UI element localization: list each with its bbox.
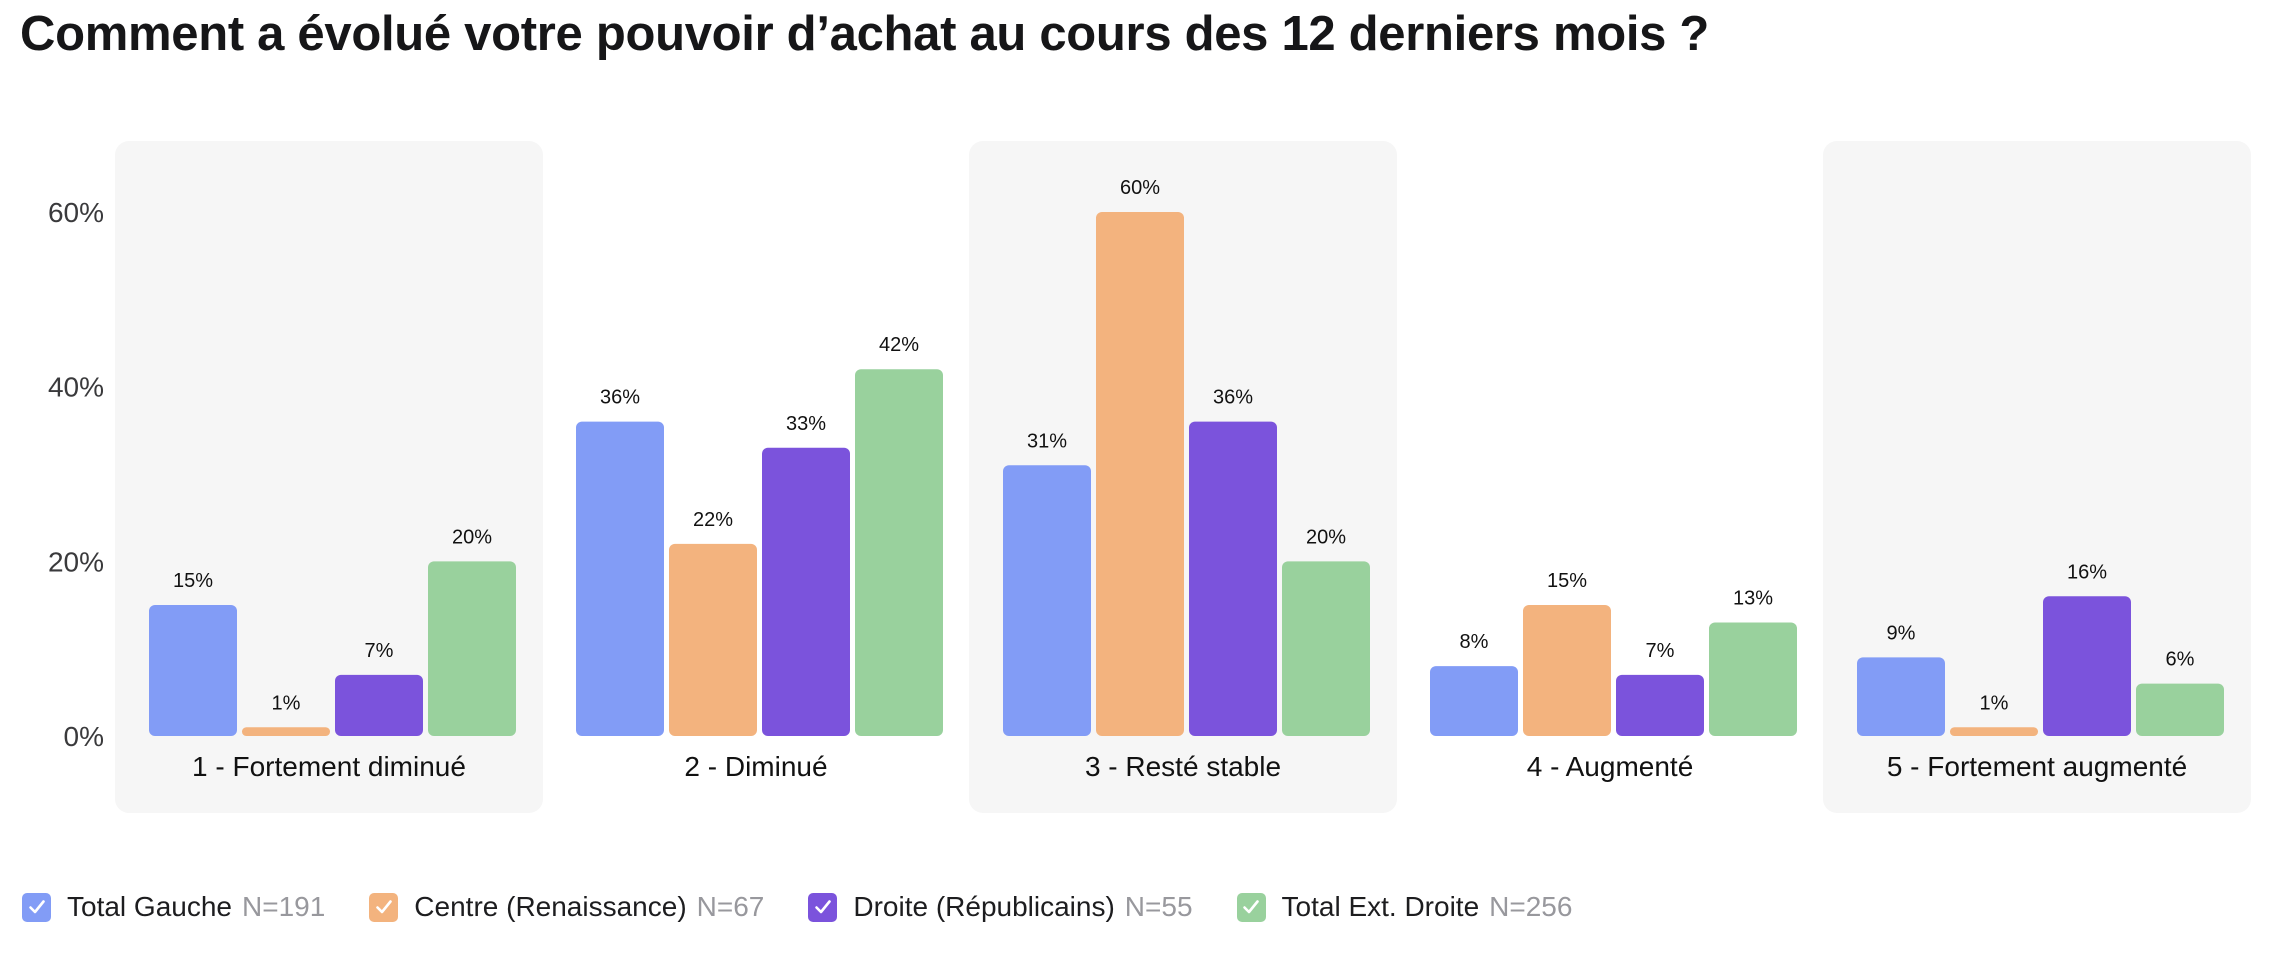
legend-checkbox[interactable] [22, 892, 51, 922]
bar-value-label: 15% [173, 570, 213, 592]
bar[interactable] [576, 421, 664, 736]
bar-value-label: 8% [1460, 631, 1489, 653]
bar-value-label: 16% [2067, 561, 2107, 583]
bar-value-label: 1% [272, 692, 301, 714]
bar-value-label: 9% [1887, 622, 1916, 644]
bar[interactable] [669, 543, 757, 736]
checkmark-icon [375, 900, 392, 914]
category-label: 5 - Fortement augmenté [1887, 751, 2187, 782]
bar-value-label: 33% [786, 413, 826, 435]
category-label: 4 - Augmenté [1527, 751, 1694, 782]
legend-checkbox[interactable] [808, 892, 838, 922]
bar-value-label: 1% [1980, 692, 2009, 714]
bar[interactable] [242, 727, 330, 736]
legend-series-name: Total Gauche [67, 891, 232, 922]
y-tick-label: 0% [64, 721, 104, 752]
bar[interactable] [1709, 622, 1797, 736]
bar-value-label: 13% [1733, 587, 1773, 609]
bar[interactable] [1096, 212, 1184, 736]
legend-item[interactable]: Centre (Renaissance) N=67 [369, 891, 764, 923]
checkmark-icon [28, 900, 45, 914]
bar-value-label: 42% [879, 334, 919, 356]
bar[interactable] [1616, 674, 1704, 736]
bar[interactable] [1523, 605, 1611, 736]
checkmark-icon [1243, 900, 1259, 914]
bar[interactable] [855, 369, 943, 736]
legend-checkbox[interactable] [1236, 892, 1266, 922]
category-label: 2 - Diminué [684, 751, 827, 782]
category-label: 3 - Resté stable [1085, 751, 1281, 782]
legend-sample-size: N=67 [696, 891, 765, 922]
bar-value-label: 7% [1646, 640, 1675, 662]
bar[interactable] [149, 605, 237, 736]
legend-series-name: Centre (Renaissance) [414, 891, 687, 922]
category-label: 1 - Fortement diminué [192, 751, 466, 782]
bar-value-label: 20% [452, 526, 492, 548]
legend-series-name: Total Ext. Droite [1281, 891, 1480, 922]
bar[interactable] [1950, 727, 2038, 736]
bar-value-label: 31% [1027, 430, 1067, 452]
legend-item[interactable]: Droite (Républicains) N=55 [808, 891, 1193, 923]
bar[interactable] [1857, 657, 1945, 736]
legend-series-name: Droite (Républicains) [853, 891, 1115, 922]
bar-value-label: 36% [600, 387, 640, 409]
y-tick-label: 40% [48, 372, 104, 403]
chart-title: Comment a évolué votre pouvoir d’achat a… [20, 7, 1710, 61]
bar-chart: 0% 20% 40% 60% 15% 1% 7% 20% 36% 22% 33% 42% 31% 60%… [47, 141, 2251, 813]
bar[interactable] [1430, 666, 1518, 736]
legend-sample-size: N=256 [1489, 891, 1573, 922]
bar-value-label: 36% [1213, 387, 1253, 409]
bar[interactable] [2043, 596, 2131, 736]
bar[interactable] [2136, 683, 2224, 736]
legend-checkbox[interactable] [369, 892, 399, 922]
legend-item[interactable]: Total Gauche N=191 [22, 891, 325, 923]
y-tick-label: 60% [48, 197, 104, 228]
bar-value-label: 20% [1306, 526, 1346, 548]
bar[interactable] [335, 674, 423, 736]
category-panel [1823, 141, 2251, 813]
y-tick-label: 20% [48, 546, 104, 577]
checkmark-icon [815, 900, 831, 914]
bar-value-label: 6% [2166, 649, 2195, 671]
bar[interactable] [1282, 561, 1370, 736]
bar-value-label: 60% [1120, 177, 1160, 199]
bar[interactable] [1003, 465, 1091, 736]
legend-item[interactable]: Total Ext. Droite N=256 [1236, 891, 1573, 923]
legend-sample-size: N=191 [242, 891, 326, 922]
bar-value-label: 7% [365, 640, 394, 662]
bar-value-label: 15% [1547, 570, 1587, 592]
legend-sample-size: N=55 [1124, 891, 1193, 922]
bar[interactable] [1189, 421, 1277, 736]
bar[interactable] [762, 447, 850, 736]
bar-value-label: 22% [693, 509, 733, 531]
bar[interactable] [428, 561, 516, 736]
legend: Total Gauche N=191 Centre (Renaissance) N=6… [22, 891, 1616, 923]
